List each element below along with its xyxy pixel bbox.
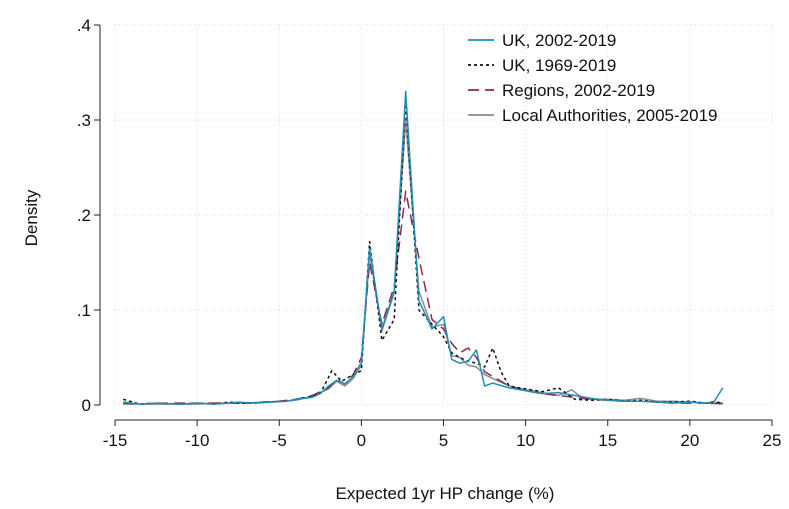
- y-axis-ticks: 0 .1 .2 .3 .4: [77, 16, 100, 415]
- series-line-1: [122, 100, 723, 405]
- axes: [99, 25, 772, 421]
- legend-label-2: Regions, 2002-2019: [502, 81, 655, 100]
- grid-lines: [114, 24, 773, 406]
- x-tick-label: 15: [598, 431, 617, 450]
- y-tick-label: .4: [77, 16, 91, 35]
- y-tick-label: .3: [77, 111, 91, 130]
- x-tick-label: 20: [680, 431, 699, 450]
- y-tick-label: .1: [77, 301, 91, 320]
- x-tick-label: 25: [763, 431, 782, 450]
- legend-label-0: UK, 2002-2019: [502, 31, 616, 50]
- x-tick-label: 0: [357, 431, 366, 450]
- x-tick-label: 10: [516, 431, 535, 450]
- legend: UK, 2002-2019 UK, 1969-2019 Regions, 2002-…: [468, 31, 718, 125]
- y-tick-label: .2: [77, 206, 91, 225]
- series-line-0: [123, 90, 724, 405]
- x-axis-label: Expected 1yr HP change (%): [336, 484, 555, 503]
- series-line-2: [123, 190, 723, 405]
- legend-label-3: Local Authorities, 2005-2019: [502, 106, 718, 125]
- series-lines: [122, 90, 724, 405]
- y-axis-label: Density: [22, 189, 41, 246]
- x-tick-label: -15: [103, 431, 128, 450]
- x-axis-ticks: -15 -10 -5 0 5 10 15 20 25: [103, 420, 782, 450]
- y-tick-label: 0: [82, 396, 91, 415]
- legend-label-1: UK, 1969-2019: [502, 56, 616, 75]
- x-tick-label: -5: [272, 431, 287, 450]
- series-line-3: [123, 119, 723, 405]
- x-tick-label: -10: [185, 431, 210, 450]
- x-tick-label: 5: [439, 431, 448, 450]
